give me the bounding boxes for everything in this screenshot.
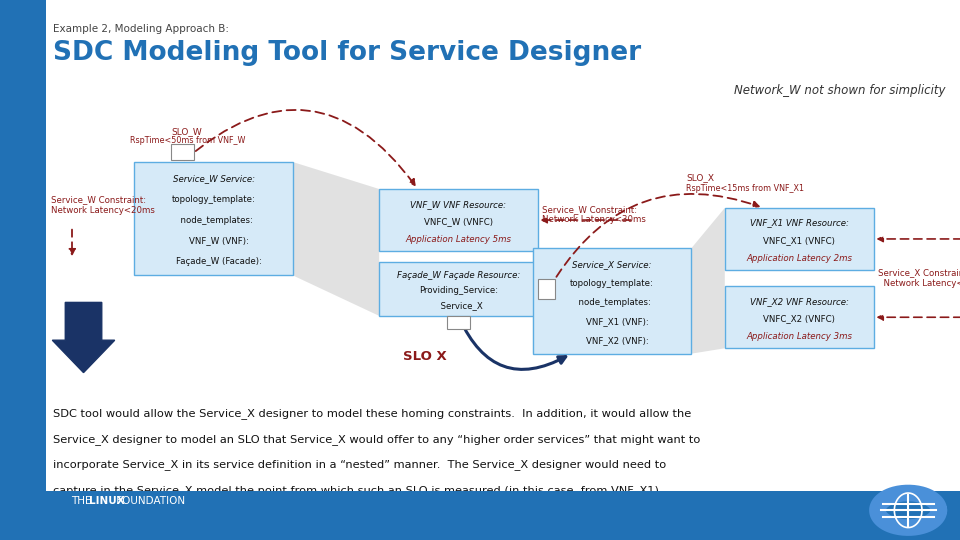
Text: SDC Modeling Tool for Service Designer: SDC Modeling Tool for Service Designer: [53, 40, 641, 66]
Text: Façade_W (Facade):: Façade_W (Facade):: [165, 257, 262, 266]
FancyBboxPatch shape: [379, 262, 538, 316]
Text: Service_W Service:: Service_W Service:: [173, 174, 254, 184]
Text: topology_template:: topology_template:: [172, 195, 255, 204]
Text: Service_X: Service_X: [435, 301, 482, 310]
FancyBboxPatch shape: [533, 248, 691, 354]
FancyBboxPatch shape: [171, 144, 194, 160]
FancyBboxPatch shape: [725, 208, 874, 270]
Text: VNF_W VNF Resource:: VNF_W VNF Resource:: [411, 200, 507, 208]
Text: VNF_X1 VNF Resource:: VNF_X1 VNF Resource:: [750, 219, 849, 228]
Text: SLO X: SLO X: [403, 350, 446, 363]
Bar: [0, 491, 960, 540]
Text: RspTime<50ms from VNF_W: RspTime<50ms from VNF_W: [130, 136, 245, 145]
Polygon shape: [293, 162, 379, 316]
FancyBboxPatch shape: [725, 286, 874, 348]
FancyBboxPatch shape: [538, 279, 555, 299]
Text: RspTime<15ms from VNF_X1: RspTime<15ms from VNF_X1: [686, 184, 804, 193]
Text: Network_W not shown for simplicity: Network_W not shown for simplicity: [734, 84, 946, 97]
Text: THE: THE: [71, 496, 95, 505]
Text: capture in the Service_X model the point from which such an SLO is measured (in : capture in the Service_X model the point…: [53, 485, 662, 496]
Text: FOUNDATION: FOUNDATION: [113, 496, 185, 505]
Text: Application Latency 5ms: Application Latency 5ms: [405, 234, 512, 244]
Text: VNFC_X1 (VNFC): VNFC_X1 (VNFC): [763, 236, 835, 245]
Text: Service_X Service:: Service_X Service:: [572, 260, 652, 269]
Text: LINUX: LINUX: [89, 496, 125, 505]
Polygon shape: [691, 208, 725, 354]
Text: VNF_X2 VNF Resource:: VNF_X2 VNF Resource:: [750, 297, 849, 306]
Text: VNF_X1 (VNF):: VNF_X1 (VNF):: [575, 318, 649, 326]
Text: Example 2, Modeling Approach B:: Example 2, Modeling Approach B:: [53, 24, 228, 35]
Polygon shape: [533, 248, 538, 354]
Text: Application Latency 3ms: Application Latency 3ms: [746, 332, 852, 341]
Text: Service_W Constraint:
Network Latency<20ms: Service_W Constraint: Network Latency<20…: [51, 195, 155, 215]
Text: topology_template:: topology_template:: [570, 279, 654, 288]
Bar: [0, 0, 46, 540]
Text: SLO_W: SLO_W: [172, 127, 203, 136]
Text: Service_W Constraint:
Network Latency<30ms: Service_W Constraint: Network Latency<30…: [542, 205, 646, 224]
FancyBboxPatch shape: [446, 316, 470, 329]
FancyBboxPatch shape: [379, 189, 538, 251]
FancyArrow shape: [52, 302, 115, 373]
Text: incorporate Service_X in its service definition in a “nested” manner.  The Servi: incorporate Service_X in its service def…: [53, 460, 666, 470]
Text: VNF_W (VNF):: VNF_W (VNF):: [179, 237, 249, 246]
FancyBboxPatch shape: [134, 162, 293, 275]
Text: Service_X designer to model an SLO that Service_X would offer to any “higher ord: Service_X designer to model an SLO that …: [53, 434, 700, 444]
Text: node_templates:: node_templates:: [573, 298, 651, 307]
Text: Façade_W Façade Resource:: Façade_W Façade Resource:: [396, 271, 520, 280]
Text: VNFC_W (VNFC): VNFC_W (VNFC): [424, 217, 492, 226]
Text: Application Latency 2ms: Application Latency 2ms: [746, 253, 852, 262]
Text: VNFC_X2 (VNFC): VNFC_X2 (VNFC): [763, 314, 835, 323]
Text: Providing_Service:: Providing_Service:: [419, 286, 498, 295]
Text: SLO_X: SLO_X: [686, 173, 714, 182]
Bar: [55, 495, 66, 507]
Text: Service_X Constraint:
  Network Latency<10ms: Service_X Constraint: Network Latency<10…: [878, 268, 960, 288]
Text: SDC tool would allow the Service_X designer to model these homing constraints.  : SDC tool would allow the Service_X desig…: [53, 408, 691, 418]
Text: node_templates:: node_templates:: [175, 216, 252, 225]
Text: VNF_X2 (VNF):: VNF_X2 (VNF):: [575, 336, 649, 346]
